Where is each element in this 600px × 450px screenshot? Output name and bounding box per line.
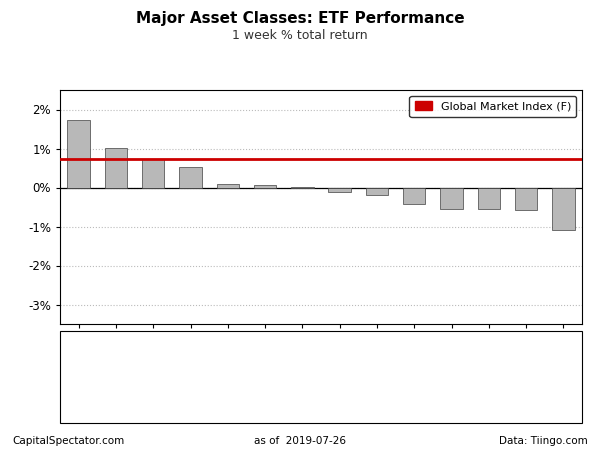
Text: Emg Mkt Gov't Bonds (EMLC): Emg Mkt Gov't Bonds (EMLC): [327, 397, 458, 406]
Bar: [403, 188, 425, 204]
Bar: [217, 184, 239, 188]
Bar: [366, 188, 388, 194]
Text: US TIPS (TIP): US TIPS (TIP): [327, 351, 385, 360]
Text: Foreign Junk Bonds (IHY): Foreign Junk Bonds (IHY): [67, 374, 178, 382]
Bar: [67, 121, 90, 188]
Bar: [440, 188, 463, 209]
Bar: [105, 148, 127, 188]
Bar: [142, 159, 164, 188]
Text: Major Asset Classes: ETF Performance: Major Asset Classes: ETF Performance: [136, 11, 464, 26]
Bar: [254, 185, 276, 188]
Bar: [179, 167, 202, 188]
Text: as of  2019-07-26: as of 2019-07-26: [254, 436, 346, 446]
Bar: [552, 188, 575, 230]
Text: Emg Mkt Stocks (VWO): Emg Mkt Stocks (VWO): [327, 362, 431, 371]
Text: US Stocks (VTI): US Stocks (VTI): [67, 339, 136, 348]
Text: Foreign Invest-Grade Corp Bonds (PICB): Foreign Invest-Grade Corp Bonds (PICB): [67, 397, 247, 406]
Text: US Bonds (BND): US Bonds (BND): [67, 408, 140, 417]
Text: Foreign REITs (VNQI): Foreign REITs (VNQI): [327, 408, 419, 417]
Text: CapitalSpectator.com: CapitalSpectator.com: [12, 436, 124, 446]
Bar: [291, 187, 314, 188]
Bar: [515, 188, 537, 210]
Text: US REITs (VNQ): US REITs (VNQ): [67, 351, 135, 360]
Bar: [328, 188, 351, 192]
Legend: Global Market Index (F): Global Market Index (F): [409, 95, 577, 117]
Bar: [478, 188, 500, 208]
Text: 1 week % total return: 1 week % total return: [232, 29, 368, 42]
Text: Foreign Devlp'd Mkt Gov't Bonds (BWX): Foreign Devlp'd Mkt Gov't Bonds (BWX): [327, 385, 505, 394]
Text: Foreign Gov't Inflation-Linked Bonds (WIP): Foreign Gov't Inflation-Linked Bonds (WI…: [67, 385, 258, 394]
Text: US Junk Bonds (JNK): US Junk Bonds (JNK): [67, 362, 157, 371]
Text: Commodities (GSG): Commodities (GSG): [327, 374, 416, 382]
Text: Foreign Stocks Devlp'd Mkts (VEA): Foreign Stocks Devlp'd Mkts (VEA): [327, 339, 482, 348]
Text: Data: Tiingo.com: Data: Tiingo.com: [499, 436, 588, 446]
